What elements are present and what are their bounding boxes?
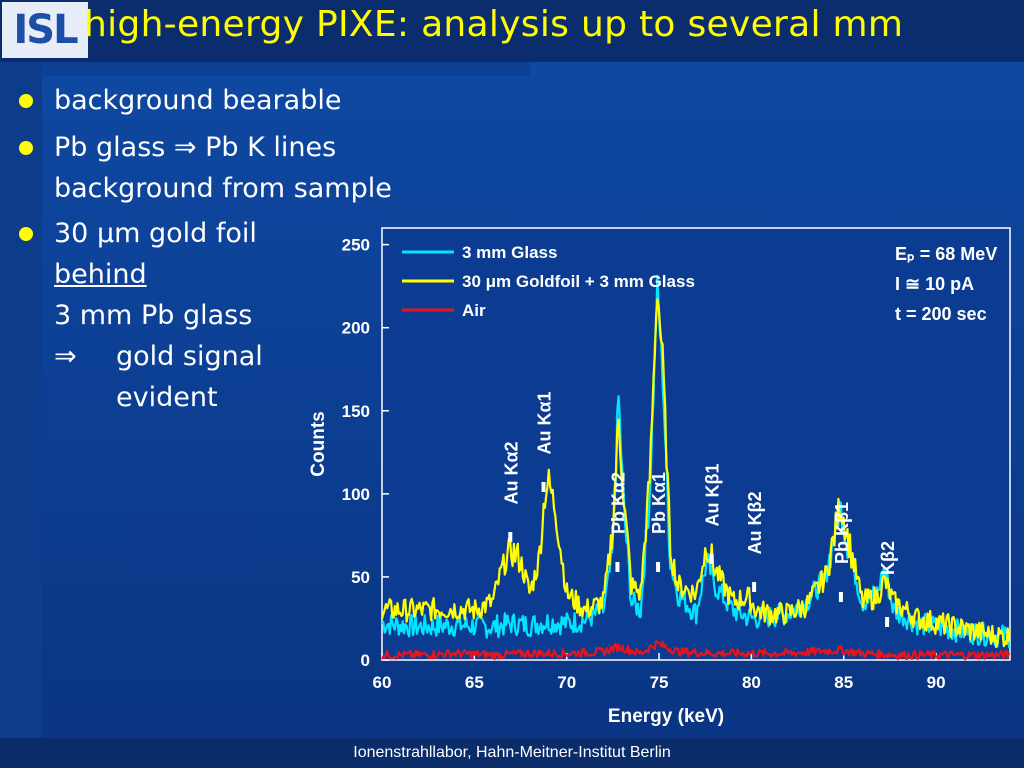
y-tick-label: 150 (342, 402, 370, 421)
y-tick-label: 250 (342, 236, 370, 255)
param-label: I ≅ 10 pA (895, 274, 974, 294)
header-bar (0, 0, 1024, 62)
isl-logo: ISL (2, 2, 88, 58)
y-axis-label: Counts (308, 411, 329, 476)
footer: Ionenstrahllabor, Hahn-Meitner-Institut … (0, 738, 1024, 768)
peak-label: Au Kβ2 (745, 492, 765, 555)
param-label: Eₚ = 68 MeV (895, 244, 997, 264)
bullet-2-line-1: Pb glass ⇒ Pb K lines (54, 132, 337, 163)
legend-label: 30 μm Goldfoil + 3 mm Glass (462, 272, 695, 291)
x-tick-label: 65 (465, 673, 484, 692)
left-strip (0, 62, 42, 738)
bullet-3-conclusion: ⇒ gold signal evident (54, 336, 392, 418)
legend-label: Air (462, 301, 486, 320)
x-tick-label: 85 (834, 673, 853, 692)
y-tick-label: 50 (351, 568, 370, 587)
bullet-list: background bearable Pb glass ⇒ Pb K line… (14, 80, 392, 418)
bullet-dot-icon (19, 227, 33, 241)
bullet-3-line-1: 30 μm gold foil (54, 218, 257, 249)
conclusion-line-1: gold signal (116, 341, 263, 372)
peak-label: Kβ2 (878, 541, 898, 575)
page-title: high-energy PIXE: analysis up to several… (84, 4, 904, 45)
peak-label: Pb Kα1 (649, 472, 669, 534)
y-tick-label: 0 (361, 651, 370, 670)
x-tick-label: 80 (742, 673, 761, 692)
peak-label: Au Kα1 (535, 391, 555, 454)
series-line-1 (380, 298, 1011, 648)
x-tick-label: 75 (650, 673, 669, 692)
bullet-1: background bearable (14, 80, 392, 121)
header-underline (0, 62, 530, 76)
peak-label: Au Kα2 (501, 441, 521, 504)
x-tick-label: 90 (927, 673, 946, 692)
y-tick-label: 200 (342, 319, 370, 338)
legend-label: 3 mm Glass (462, 243, 557, 262)
series-line-2 (381, 640, 1011, 661)
x-tick-label: 70 (557, 673, 576, 692)
y-tick-label: 100 (342, 485, 370, 504)
conclusion-line-2: evident (116, 382, 218, 413)
bullet-2-line-2: background from sample (54, 173, 392, 204)
bullet-dot-icon (19, 141, 33, 155)
bullet-1-text: background bearable (54, 85, 342, 116)
bullet-3-line-2: behind (54, 259, 147, 290)
series-line-0 (381, 274, 1011, 648)
peak-label: Au Kβ1 (703, 464, 723, 527)
peak-label: Pb Kβ1 (832, 502, 852, 564)
bullet-2: Pb glass ⇒ Pb K lines background from sa… (14, 127, 392, 209)
param-label: t = 200 sec (895, 304, 987, 324)
x-tick-label: 60 (373, 673, 392, 692)
peak-label: Pb Kα2 (608, 472, 628, 534)
bullet-3: 30 μm gold foil behind 3 mm Pb glass ⇒ g… (14, 213, 392, 418)
implies-arrow-icon: ⇒ (54, 341, 77, 372)
x-axis-label: Energy (keV) (608, 706, 724, 727)
bullet-3-line-3: 3 mm Pb glass (54, 300, 253, 331)
bullet-dot-icon (19, 94, 33, 108)
pixe-spectrum-chart: 60 65 70 75 80 85 90 0 50 100 150 200 250 Energy (keV… (308, 227, 1011, 727)
